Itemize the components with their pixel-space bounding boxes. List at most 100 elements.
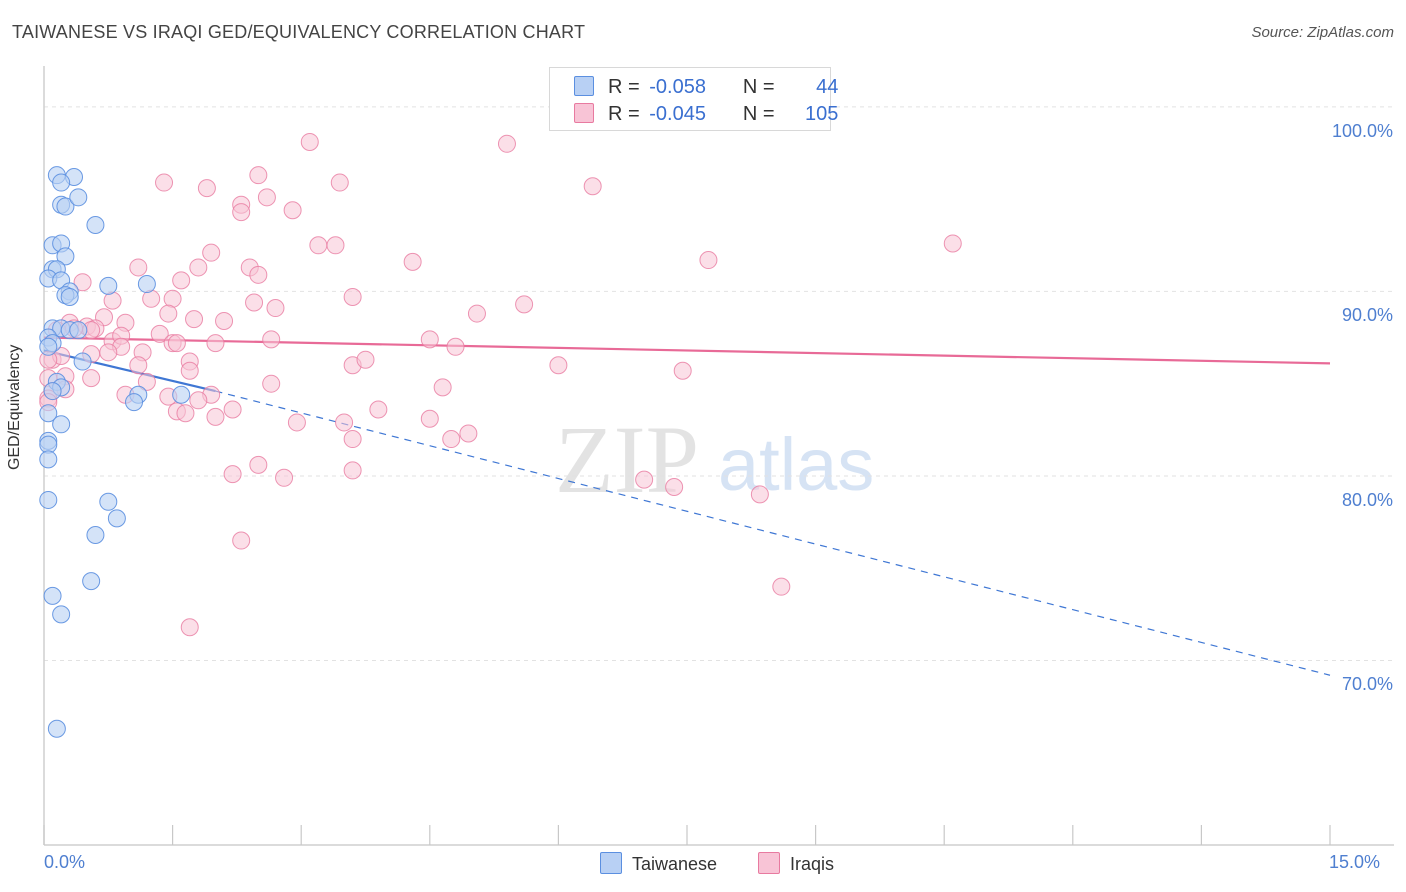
iraqis-point [699,251,718,270]
iraqis-point [583,177,602,196]
taiwanese-points [39,166,191,738]
legend-r-label: R = [608,103,640,125]
iraqis-point [326,236,345,255]
iraqis-point [245,293,264,312]
taiwanese-point [137,275,156,294]
iraqis-point [369,400,388,419]
taiwanese-point [86,216,105,234]
iraqis-point [159,304,178,323]
iraqis-trend-line [43,336,1331,365]
x-tick-max: 15.0% [1329,852,1381,872]
y-tick-label: 90.0% [1341,305,1393,326]
taiwanese-point [56,197,75,216]
legend-row-iraqis: R = -0.045 N = 105 [574,103,838,125]
bottom-legend-taiwanese: Taiwanese [600,852,717,875]
taiwanese-point [47,719,66,738]
taiwanese-point [60,287,79,306]
trend-lines [43,336,1331,676]
iraqis-point [206,334,225,353]
legend-n-label: N = [742,76,775,98]
iraqis-point [99,343,118,362]
iraqis-point [673,361,692,380]
iraqis-point [420,330,439,349]
iraqis-point [223,400,242,419]
iraqis-point [180,361,199,380]
iraqis-swatch [574,103,594,123]
iraqis-point [262,374,281,393]
taiwanese-trend-extension [215,390,1331,676]
taiwanese-point [69,188,88,207]
taiwanese-legend-swatch [600,852,622,874]
iraqis-point [467,304,486,323]
taiwanese-point [86,526,105,544]
legend-row-taiwanese: R = -0.058 N = 44 [574,76,838,98]
taiwanese-point [39,490,58,509]
iraqis-points [39,97,962,637]
taiwanese-point [125,393,144,412]
iraqis-point [309,236,328,255]
iraqis-point [197,179,216,198]
iraqis-point [772,577,791,596]
gridlines [44,106,1394,661]
taiwanese-point [52,173,71,192]
legend-r-value: -0.045 [649,103,706,125]
iraqis-point [257,188,276,207]
taiwanese-point [99,276,118,295]
stats-legend: R = -0.058 N = 44 R = -0.045 N = 105 [549,67,838,131]
iraqis-legend-label: Iraqis [790,854,835,874]
bottom-legend-iraqis: Iraqis [758,852,834,875]
iraqis-point [249,166,268,185]
iraqis-point [635,470,654,489]
taiwanese-legend-label: Taiwanese [632,854,718,874]
iraqis-point [343,287,362,306]
legend-r-label: R = [608,76,640,98]
iraqis-point [343,430,362,449]
taiwanese-point [73,352,92,371]
iraqis-point [189,391,208,410]
iraqis-point [206,407,225,426]
taiwanese-point [39,450,58,469]
iraqis-point [223,465,242,484]
iraqis-point [442,430,461,449]
taiwanese-point [82,572,101,591]
iraqis-point [515,295,534,314]
iraqis-point [262,330,281,349]
iraqis-point [155,173,174,192]
iraqis-point [172,271,191,290]
legend-n-label: N = [742,103,775,125]
iraqis-point [943,234,962,253]
y-tick-label: 80.0% [1341,489,1393,510]
iraqis-point [300,132,319,151]
legend-r-value: -0.058 [649,76,706,98]
watermark-atlas: atlas [718,423,874,506]
iraqis-point [137,372,156,391]
legend-n-value: 105 [805,103,839,125]
x-tick-min: 0.0% [44,852,86,872]
iraqis-point [176,404,195,423]
iraqis-point [129,356,148,375]
iraqis-point [215,311,234,330]
iraqis-point [185,310,204,329]
taiwanese-point [107,509,126,528]
y-tick-label: 100.0% [1331,120,1393,141]
taiwanese-point [69,321,88,340]
iraqis-point [232,203,251,222]
taiwanese-point [43,382,62,401]
iraqis-point [249,265,268,284]
iraqis-point [335,413,354,432]
taiwanese-trend-line [43,349,216,393]
iraqis-point [266,299,285,318]
taiwanese-swatch [574,76,594,96]
iraqis-point [129,258,148,277]
y-tick-label: 70.0% [1341,674,1393,695]
iraqis-point [330,173,349,192]
legend-n-value: 44 [816,76,839,98]
watermark-zip: ZIP [555,406,699,513]
iraqis-point [189,258,208,277]
iraqis-point [249,455,268,474]
taiwanese-point [56,247,75,266]
iraqis-point [549,356,568,375]
taiwanese-point [43,586,62,605]
iraqis-point [232,531,251,550]
